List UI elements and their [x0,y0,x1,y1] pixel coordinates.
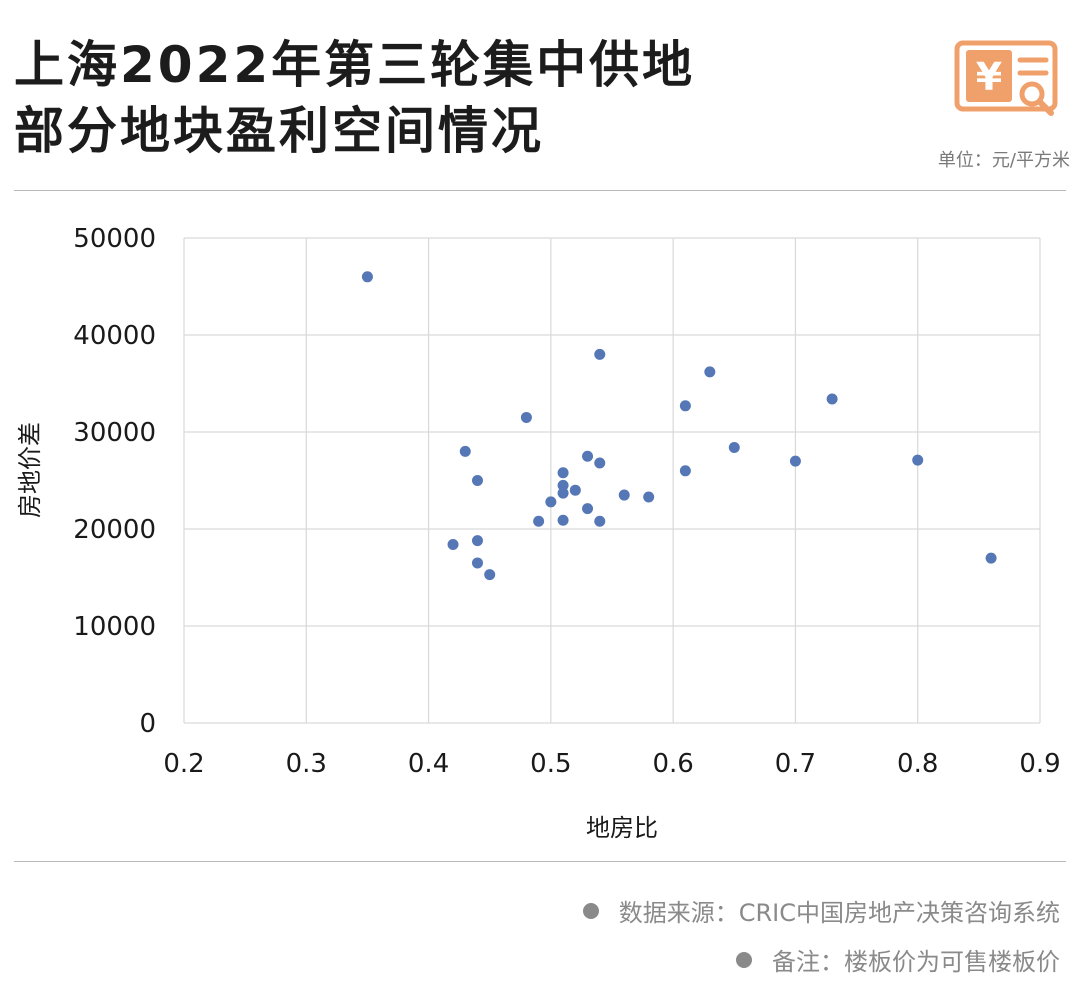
source-note: 数据来源：CRIC中国房地产决策咨询系统 [582,893,1060,928]
data-point [459,445,471,457]
y-tick-label: 0 [139,709,156,739]
x-tick-label: 0.4 [408,749,449,779]
y-tick-label: 40000 [73,321,156,351]
source-text: 数据来源：CRIC中国房地产决策咨询系统 [618,899,1060,927]
y-tick-label: 10000 [73,612,156,642]
unit-label: 单位：元/平方米 [937,150,1070,171]
data-point [545,496,557,508]
y-tick-label: 30000 [73,418,156,448]
data-point [471,557,483,569]
y-tick-label: 20000 [73,515,156,545]
x-tick-label: 0.5 [530,749,571,779]
data-point [594,348,606,360]
data-point [557,487,569,499]
bullet-icon [736,951,752,968]
header-divider [14,190,1066,191]
remark-text: 备注：楼板价为可售楼板价 [772,948,1060,976]
data-point [679,400,691,412]
bullet-icon [582,902,599,919]
svg-text:¥: ¥ [976,55,1002,99]
y-tick-label: 50000 [73,224,156,254]
yuan-receipt-search-icon: ¥ [954,40,1058,116]
x-tick-label: 0.6 [652,749,693,779]
data-point [728,442,740,454]
chart-grid [183,237,1041,724]
data-point [471,475,483,486]
data-point [447,539,459,551]
data-point [643,491,655,503]
data-point [594,457,606,469]
remark-note: 备注：楼板价为可售楼板价 [736,942,1060,977]
page-title-line-1: 上海2022年第三轮集中供地 [14,36,696,94]
data-point [557,514,569,526]
data-point [484,569,496,581]
data-point [557,467,569,479]
data-point [471,535,483,547]
data-point [520,411,532,423]
data-point [582,503,594,515]
footer-divider [14,861,1066,862]
data-point [557,479,569,491]
data-point [679,465,691,477]
data-point [985,552,997,564]
x-tick-label: 0.3 [286,749,327,779]
data-point [569,484,581,496]
data-point [912,454,924,466]
page-title-line-2: 部分地块盈利空间情况 [14,102,544,160]
x-tick-label: 0.8 [897,749,938,779]
y-axis-label: 房地价差 [16,422,44,518]
data-point [533,515,545,527]
x-tick-label: 0.7 [775,749,816,779]
x-axis-ticks: 0.2 0.3 0.4 0.5 0.6 0.7 0.8 0.9 [163,749,1060,779]
data-point [582,450,594,462]
data-point [826,393,838,405]
data-points [361,271,997,581]
data-point [618,489,630,501]
y-axis-ticks: 0 10000 20000 30000 40000 50000 [73,224,156,739]
data-point [361,271,373,283]
data-point [704,366,716,378]
x-tick-label: 0.2 [163,749,204,779]
x-axis-label: 地房比 [586,814,658,842]
x-tick-label: 0.9 [1019,749,1060,779]
data-point [594,515,606,527]
data-point [789,455,801,467]
